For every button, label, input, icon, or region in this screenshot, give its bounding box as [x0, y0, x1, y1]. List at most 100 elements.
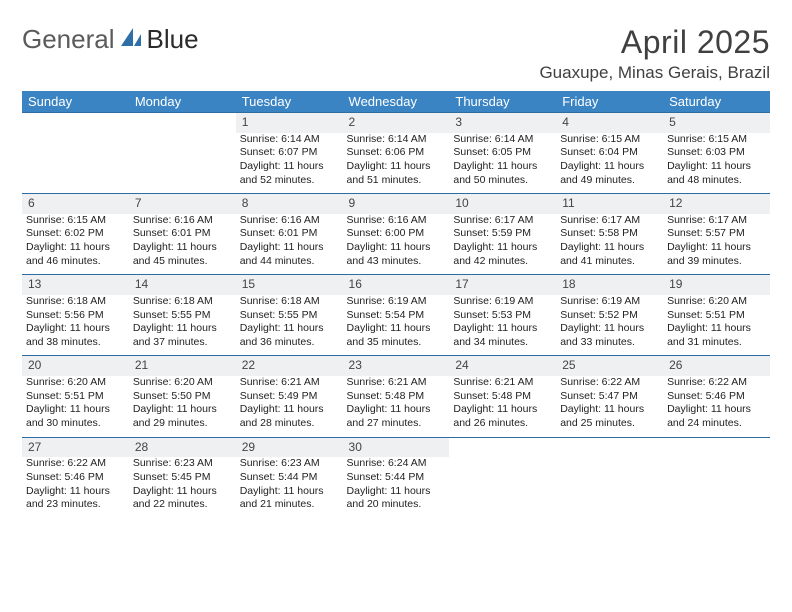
day-number: 23	[343, 356, 450, 376]
day-cell: Sunrise: 6:14 AMSunset: 6:06 PMDaylight:…	[343, 133, 450, 194]
day-cell: Sunrise: 6:18 AMSunset: 5:55 PMDaylight:…	[236, 295, 343, 356]
day1-text: Daylight: 11 hours	[240, 160, 339, 174]
day2-text: and 50 minutes.	[453, 174, 552, 188]
day-number: 2	[343, 113, 450, 133]
day2-text: and 29 minutes.	[133, 417, 232, 431]
day-cell: Sunrise: 6:21 AMSunset: 5:49 PMDaylight:…	[236, 376, 343, 437]
day-number: 10	[449, 194, 556, 214]
day1-text: Daylight: 11 hours	[560, 403, 659, 417]
day-number: 14	[129, 275, 236, 295]
sunrise-text: Sunrise: 6:23 AM	[240, 457, 339, 471]
sunrise-text: Sunrise: 6:16 AM	[240, 214, 339, 228]
day-header: Tuesday	[236, 91, 343, 113]
sunrise-text: Sunrise: 6:20 AM	[26, 376, 125, 390]
sunrise-text: Sunrise: 6:22 AM	[667, 376, 766, 390]
day-number: 18	[556, 275, 663, 295]
day1-text: Daylight: 11 hours	[347, 241, 446, 255]
day-number: 19	[663, 275, 770, 295]
sunset-text: Sunset: 5:46 PM	[26, 471, 125, 485]
sunset-text: Sunset: 5:56 PM	[26, 309, 125, 323]
day2-text: and 24 minutes.	[667, 417, 766, 431]
day-number	[449, 437, 556, 457]
day1-text: Daylight: 11 hours	[133, 322, 232, 336]
daynum-row: 12345	[22, 113, 770, 133]
day2-text: and 31 minutes.	[667, 336, 766, 350]
day1-text: Daylight: 11 hours	[240, 403, 339, 417]
day2-text: and 35 minutes.	[347, 336, 446, 350]
day-cell: Sunrise: 6:15 AMSunset: 6:04 PMDaylight:…	[556, 133, 663, 194]
day-header: Friday	[556, 91, 663, 113]
day-header: Monday	[129, 91, 236, 113]
sunrise-text: Sunrise: 6:17 AM	[453, 214, 552, 228]
sunset-text: Sunset: 6:07 PM	[240, 146, 339, 160]
day-cell: Sunrise: 6:22 AMSunset: 5:47 PMDaylight:…	[556, 376, 663, 437]
day-cell: Sunrise: 6:17 AMSunset: 5:59 PMDaylight:…	[449, 214, 556, 275]
day-number: 16	[343, 275, 450, 295]
day-cell: Sunrise: 6:14 AMSunset: 6:07 PMDaylight:…	[236, 133, 343, 194]
day1-text: Daylight: 11 hours	[26, 485, 125, 499]
sail-icon	[119, 24, 143, 55]
sunset-text: Sunset: 5:52 PM	[560, 309, 659, 323]
sunrise-text: Sunrise: 6:17 AM	[560, 214, 659, 228]
day-number: 26	[663, 356, 770, 376]
day2-text: and 45 minutes.	[133, 255, 232, 269]
sunrise-text: Sunrise: 6:14 AM	[453, 133, 552, 147]
day-number: 17	[449, 275, 556, 295]
day-number	[129, 113, 236, 133]
sunset-text: Sunset: 5:48 PM	[347, 390, 446, 404]
day-cell: Sunrise: 6:16 AMSunset: 6:01 PMDaylight:…	[236, 214, 343, 275]
day-number: 1	[236, 113, 343, 133]
day-cell: Sunrise: 6:21 AMSunset: 5:48 PMDaylight:…	[343, 376, 450, 437]
day2-text: and 48 minutes.	[667, 174, 766, 188]
day-header: Sunday	[22, 91, 129, 113]
day2-text: and 25 minutes.	[560, 417, 659, 431]
sunrise-text: Sunrise: 6:22 AM	[26, 457, 125, 471]
brand-logo: General Blue	[22, 24, 199, 55]
day1-text: Daylight: 11 hours	[453, 160, 552, 174]
day2-text: and 34 minutes.	[453, 336, 552, 350]
day2-text: and 44 minutes.	[240, 255, 339, 269]
day-cell: Sunrise: 6:15 AMSunset: 6:03 PMDaylight:…	[663, 133, 770, 194]
day-number: 6	[22, 194, 129, 214]
location-subtitle: Guaxupe, Minas Gerais, Brazil	[539, 63, 770, 83]
day-content-row: Sunrise: 6:15 AMSunset: 6:02 PMDaylight:…	[22, 214, 770, 275]
day-cell: Sunrise: 6:17 AMSunset: 5:57 PMDaylight:…	[663, 214, 770, 275]
day-number: 5	[663, 113, 770, 133]
sunset-text: Sunset: 5:58 PM	[560, 227, 659, 241]
day2-text: and 30 minutes.	[26, 417, 125, 431]
sunset-text: Sunset: 5:59 PM	[453, 227, 552, 241]
day2-text: and 41 minutes.	[560, 255, 659, 269]
day2-text: and 27 minutes.	[347, 417, 446, 431]
sunset-text: Sunset: 5:49 PM	[240, 390, 339, 404]
day1-text: Daylight: 11 hours	[453, 322, 552, 336]
day-number	[22, 113, 129, 133]
day-number: 13	[22, 275, 129, 295]
sunrise-text: Sunrise: 6:16 AM	[347, 214, 446, 228]
day2-text: and 46 minutes.	[26, 255, 125, 269]
sunset-text: Sunset: 5:53 PM	[453, 309, 552, 323]
day-cell	[449, 457, 556, 518]
day1-text: Daylight: 11 hours	[560, 160, 659, 174]
day2-text: and 20 minutes.	[347, 498, 446, 512]
brand-word-1: General	[22, 24, 115, 55]
day2-text: and 37 minutes.	[133, 336, 232, 350]
sunset-text: Sunset: 5:46 PM	[667, 390, 766, 404]
day-cell: Sunrise: 6:18 AMSunset: 5:56 PMDaylight:…	[22, 295, 129, 356]
sunrise-text: Sunrise: 6:19 AM	[453, 295, 552, 309]
day2-text: and 49 minutes.	[560, 174, 659, 188]
sunrise-text: Sunrise: 6:18 AM	[240, 295, 339, 309]
day2-text: and 51 minutes.	[347, 174, 446, 188]
day1-text: Daylight: 11 hours	[347, 485, 446, 499]
day1-text: Daylight: 11 hours	[667, 241, 766, 255]
day-number: 12	[663, 194, 770, 214]
day-header: Saturday	[663, 91, 770, 113]
day1-text: Daylight: 11 hours	[26, 241, 125, 255]
day1-text: Daylight: 11 hours	[667, 403, 766, 417]
sunset-text: Sunset: 6:02 PM	[26, 227, 125, 241]
day1-text: Daylight: 11 hours	[133, 485, 232, 499]
day1-text: Daylight: 11 hours	[347, 403, 446, 417]
day2-text: and 26 minutes.	[453, 417, 552, 431]
day1-text: Daylight: 11 hours	[133, 403, 232, 417]
sunrise-text: Sunrise: 6:21 AM	[240, 376, 339, 390]
sunset-text: Sunset: 5:47 PM	[560, 390, 659, 404]
